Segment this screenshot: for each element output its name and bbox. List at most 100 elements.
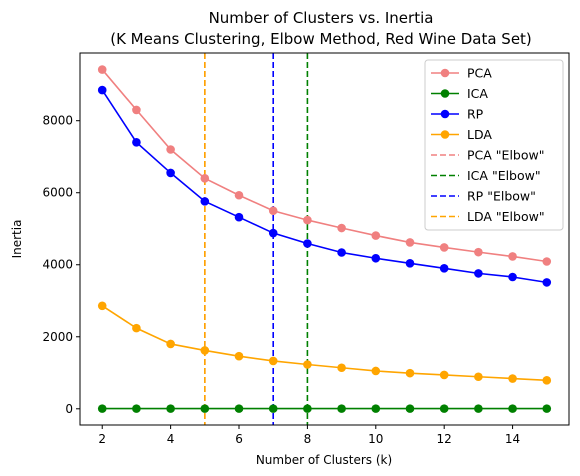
series-rp-point — [337, 248, 346, 257]
series-pca-point — [542, 257, 552, 266]
series-lda-point — [166, 339, 175, 349]
x-axis-ticks: 2 4 6 8 10 12 14 — [98, 425, 520, 446]
legend-label: ICA "Elbow" — [467, 168, 541, 183]
series-lda-point — [439, 370, 449, 380]
series-lda-point — [200, 346, 210, 355]
legend-swatch-marker — [440, 68, 450, 78]
plot-frame — [79, 52, 570, 426]
series-rp-point — [268, 228, 278, 238]
legend-entry-lda: LDA — [431, 127, 492, 142]
series-rp-point — [234, 212, 244, 222]
legend-label: PCA "Elbow" — [467, 148, 544, 163]
legend: PCA ICA RP LDA PCA "Elbow" ICA "Elbow" RP "Elb… — [424, 59, 564, 231]
series-lda-point — [97, 301, 107, 311]
series-ica-point — [166, 404, 175, 413]
series-lda-point — [132, 323, 141, 333]
x-tick-label: 14 — [505, 432, 520, 446]
series-ica-point — [474, 404, 483, 413]
series-lda-point — [508, 374, 517, 383]
series-rp-point — [371, 253, 381, 263]
series-lda-point — [303, 360, 312, 369]
series-pca-point — [508, 252, 517, 261]
series-ica-point — [132, 404, 141, 413]
legend-label: RP — [467, 107, 484, 122]
series-ica-point — [508, 404, 517, 413]
legend-entry-lda-elbow: LDA "Elbow" — [431, 209, 545, 224]
series-pca-point — [200, 174, 210, 183]
series-pca-point — [474, 247, 483, 257]
legend-swatch-marker — [440, 109, 450, 119]
y-tick-label: 2000 — [42, 330, 73, 344]
legend-entry-ica: ICA — [431, 86, 488, 101]
series-ica — [97, 404, 552, 413]
series-rp-point — [132, 138, 141, 147]
series-pca-point — [371, 231, 381, 240]
x-tick-label: 10 — [368, 432, 383, 446]
series-lda — [97, 301, 552, 385]
series-rp-point — [542, 278, 552, 287]
legend-entry-rp: RP — [431, 107, 484, 122]
series-lda-line — [101, 305, 547, 382]
y-tick-label: 8000 — [42, 114, 73, 128]
series-rp-point — [508, 272, 517, 282]
series-lda-point — [337, 363, 346, 373]
chart-title-line-2: (K Means Clustering, Elbow Method, Red W… — [110, 30, 532, 48]
series-pca-point — [303, 215, 312, 225]
series-rp-point — [474, 269, 483, 278]
series-rp-point — [200, 197, 210, 206]
series-pca-point — [405, 238, 415, 247]
legend-entry-rp-elbow: RP "Elbow" — [431, 189, 536, 204]
series-pca-point — [166, 145, 175, 154]
series-pca-point — [132, 105, 141, 115]
y-axis-ticks: 0 2000 4000 6000 8000 — [42, 114, 80, 416]
series-pca-point — [268, 206, 278, 216]
series-ica-point — [97, 404, 107, 413]
series-ica-point — [268, 404, 278, 413]
legend-label: LDA "Elbow" — [467, 209, 545, 224]
series-pca-point — [439, 243, 449, 252]
series-ica-point — [200, 404, 210, 413]
legend-box — [424, 59, 564, 231]
series-pca-point — [337, 223, 346, 233]
legend-entry-ica-elbow: ICA "Elbow" — [431, 168, 541, 183]
legend-label: LDA — [467, 127, 492, 142]
legend-entry-pca-elbow: PCA "Elbow" — [431, 148, 544, 163]
chart-title-line-1: Number of Clusters vs. Inertia — [209, 9, 434, 27]
x-axis-label: Number of Clusters (k) — [256, 453, 392, 467]
series-pca — [97, 65, 552, 266]
x-tick-label: 8 — [304, 432, 312, 446]
series-rp — [97, 85, 552, 287]
series-ica-point — [371, 404, 381, 413]
x-tick-label: 2 — [98, 432, 106, 446]
series-rp-point — [439, 264, 449, 273]
legend-entry-pca: PCA — [431, 66, 492, 81]
series-rp-point — [97, 85, 107, 95]
y-tick-label: 0 — [65, 402, 73, 416]
series-ica-point — [303, 404, 312, 413]
series-ica-point — [542, 404, 552, 413]
series-ica-point — [405, 404, 415, 413]
series-rp-point — [405, 259, 415, 268]
y-tick-label: 6000 — [42, 186, 73, 200]
series-pca-point — [97, 65, 107, 74]
series-rp-point — [303, 239, 312, 248]
legend-swatch-marker — [440, 130, 450, 139]
series-rp-point — [166, 168, 175, 178]
series-ica-point — [234, 404, 244, 413]
series-lda-point — [542, 376, 552, 385]
legend-swatch-marker — [440, 89, 450, 98]
x-tick-label: 6 — [235, 432, 243, 446]
x-tick-label: 12 — [437, 432, 452, 446]
series-pca-line — [101, 69, 547, 263]
series-lda-point — [405, 368, 415, 378]
y-tick-label: 4000 — [42, 258, 73, 272]
series-pca-point — [234, 190, 244, 200]
x-tick-label: 4 — [167, 432, 175, 446]
series-ica-point — [337, 404, 346, 413]
series-ica-point — [439, 404, 449, 413]
legend-label: ICA — [467, 86, 488, 101]
series-lda-point — [371, 366, 381, 376]
legend-label: PCA — [467, 66, 492, 81]
y-axis-label: Inertia — [10, 220, 24, 259]
